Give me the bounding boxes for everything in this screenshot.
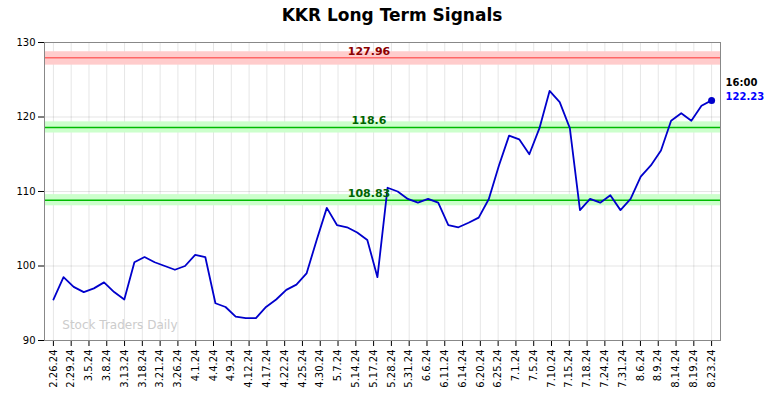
svg-text:4.1.24: 4.1.24 — [190, 350, 201, 382]
svg-text:16:00: 16:00 — [726, 77, 758, 88]
svg-text:5.7.24: 5.7.24 — [332, 350, 343, 382]
svg-text:6.11.24: 6.11.24 — [439, 350, 450, 388]
svg-text:4.25.24: 4.25.24 — [297, 350, 308, 388]
svg-text:130: 130 — [16, 37, 35, 48]
svg-text:90: 90 — [23, 335, 36, 346]
svg-text:7.10.24: 7.10.24 — [546, 350, 557, 388]
svg-text:8.19.24: 8.19.24 — [688, 350, 699, 388]
svg-text:4.17.24: 4.17.24 — [261, 350, 272, 388]
svg-text:122.23: 122.23 — [726, 91, 765, 102]
svg-text:3.8.24: 3.8.24 — [101, 350, 112, 382]
svg-text:5.17.24: 5.17.24 — [368, 350, 379, 388]
svg-text:3.26.24: 3.26.24 — [172, 350, 183, 388]
svg-text:100: 100 — [16, 260, 35, 271]
svg-text:5.28.24: 5.28.24 — [386, 350, 397, 388]
svg-text:6.6.24: 6.6.24 — [421, 350, 432, 382]
svg-text:8.9.24: 8.9.24 — [652, 350, 663, 382]
svg-text:6.25.24: 6.25.24 — [492, 350, 503, 388]
svg-text:120: 120 — [16, 111, 35, 122]
svg-text:4.30.24: 4.30.24 — [314, 350, 325, 388]
svg-text:Stock Traders Daily: Stock Traders Daily — [62, 318, 177, 332]
svg-text:7.18.24: 7.18.24 — [581, 350, 592, 388]
svg-text:118.6: 118.6 — [352, 114, 387, 127]
svg-text:7.1.24: 7.1.24 — [510, 350, 521, 382]
svg-text:8.23.24: 8.23.24 — [706, 350, 717, 388]
svg-text:110: 110 — [16, 186, 35, 197]
svg-text:108.83: 108.83 — [348, 187, 390, 200]
svg-text:5.31.24: 5.31.24 — [403, 350, 414, 388]
svg-text:4.9.24: 4.9.24 — [225, 350, 236, 382]
svg-text:3.5.24: 3.5.24 — [83, 350, 94, 382]
svg-text:8.14.24: 8.14.24 — [670, 350, 681, 388]
svg-text:4.12.24: 4.12.24 — [243, 350, 254, 388]
svg-text:7.31.24: 7.31.24 — [617, 350, 628, 388]
svg-text:7.24.24: 7.24.24 — [599, 350, 610, 388]
svg-text:6.20.24: 6.20.24 — [475, 350, 486, 388]
svg-text:2.29.24: 2.29.24 — [65, 350, 76, 388]
svg-text:4.22.24: 4.22.24 — [279, 350, 290, 388]
svg-text:5.14.24: 5.14.24 — [350, 350, 361, 388]
svg-text:2.26.24: 2.26.24 — [48, 350, 59, 388]
svg-text:3.21.24: 3.21.24 — [154, 350, 165, 388]
svg-text:4.4.24: 4.4.24 — [208, 350, 219, 382]
svg-text:8.6.24: 8.6.24 — [635, 350, 646, 382]
svg-text:7.15.24: 7.15.24 — [563, 350, 574, 388]
svg-text:7.5.24: 7.5.24 — [528, 350, 539, 382]
svg-text:3.13.24: 3.13.24 — [119, 350, 130, 388]
svg-text:6.14.24: 6.14.24 — [457, 350, 468, 388]
svg-text:127.96: 127.96 — [348, 45, 391, 58]
html-text:KKR Long Term Signals: KKR Long Term Signals — [281, 5, 503, 25]
svg-text:3.18.24: 3.18.24 — [137, 350, 148, 388]
